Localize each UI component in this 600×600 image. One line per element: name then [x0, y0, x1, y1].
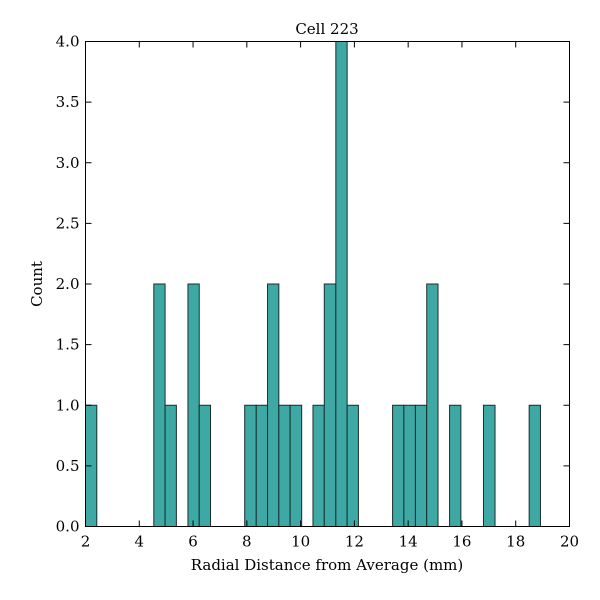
y-tick-label-1: 0.5: [56, 457, 80, 475]
histogram-bar-19: [482, 404, 496, 527]
histogram-bar-14: [392, 404, 405, 527]
y-tick-label-4: 2.0: [56, 275, 80, 293]
y-tick-label-7: 3.5: [56, 93, 80, 111]
histogram-bar-5: [244, 404, 257, 527]
histogram-bar-7: [267, 283, 280, 527]
histogram-bar-15: [403, 404, 416, 527]
x-axis-label: Radial Distance from Average (mm): [191, 556, 464, 574]
histogram-bar-16: [414, 404, 428, 527]
histogram-bar-18: [449, 404, 462, 527]
y-tick-label-0: 0.0: [56, 518, 80, 536]
x-tick-label-8: 18: [506, 533, 525, 551]
histogram-bar-1: [153, 283, 166, 527]
histogram-bar-8: [278, 404, 291, 527]
histogram-bar-13: [346, 404, 359, 527]
y-axis: 0.0 0.5 1.0 1.5 2.0 2.5 3.0 3.5 4.0: [56, 33, 570, 536]
x-tick-label-9: 20: [560, 533, 579, 551]
histogram-bar-17: [426, 283, 439, 527]
chart-title: Cell 223: [295, 20, 358, 38]
y-tick-label-6: 3.0: [56, 154, 80, 172]
y-tick-label-3: 1.5: [56, 336, 80, 354]
x-axis: 2 4 6 8 10 12 14 16 18 20: [81, 41, 579, 551]
x-tick-label-6: 14: [399, 533, 418, 551]
histogram-bar-12: [335, 41, 348, 527]
x-tick-label-5: 12: [345, 533, 364, 551]
y-axis-label: Count: [28, 261, 46, 307]
y-tick-label-2: 1.0: [56, 396, 80, 414]
histogram-bar-11: [323, 283, 337, 527]
x-tick-label-2: 6: [188, 533, 198, 551]
histogram-bar-4: [198, 404, 212, 527]
x-tick-label-7: 16: [452, 533, 471, 551]
x-tick-label-1: 4: [135, 533, 145, 551]
histogram-bar-3: [187, 283, 200, 527]
x-tick-label-4: 10: [291, 533, 310, 551]
histogram-bar-9: [289, 404, 303, 527]
x-tick-label-0: 2: [81, 533, 91, 551]
y-tick-label-8: 4.0: [56, 33, 80, 51]
histogram-bar-20: [528, 404, 541, 527]
histogram-bar-10: [312, 404, 325, 527]
y-tick-label-5: 2.5: [56, 214, 80, 232]
x-tick-label-3: 8: [242, 533, 252, 551]
histogram-bar-6: [255, 404, 269, 527]
bars-layer: [85, 41, 541, 527]
histogram-bar-2: [164, 404, 177, 527]
